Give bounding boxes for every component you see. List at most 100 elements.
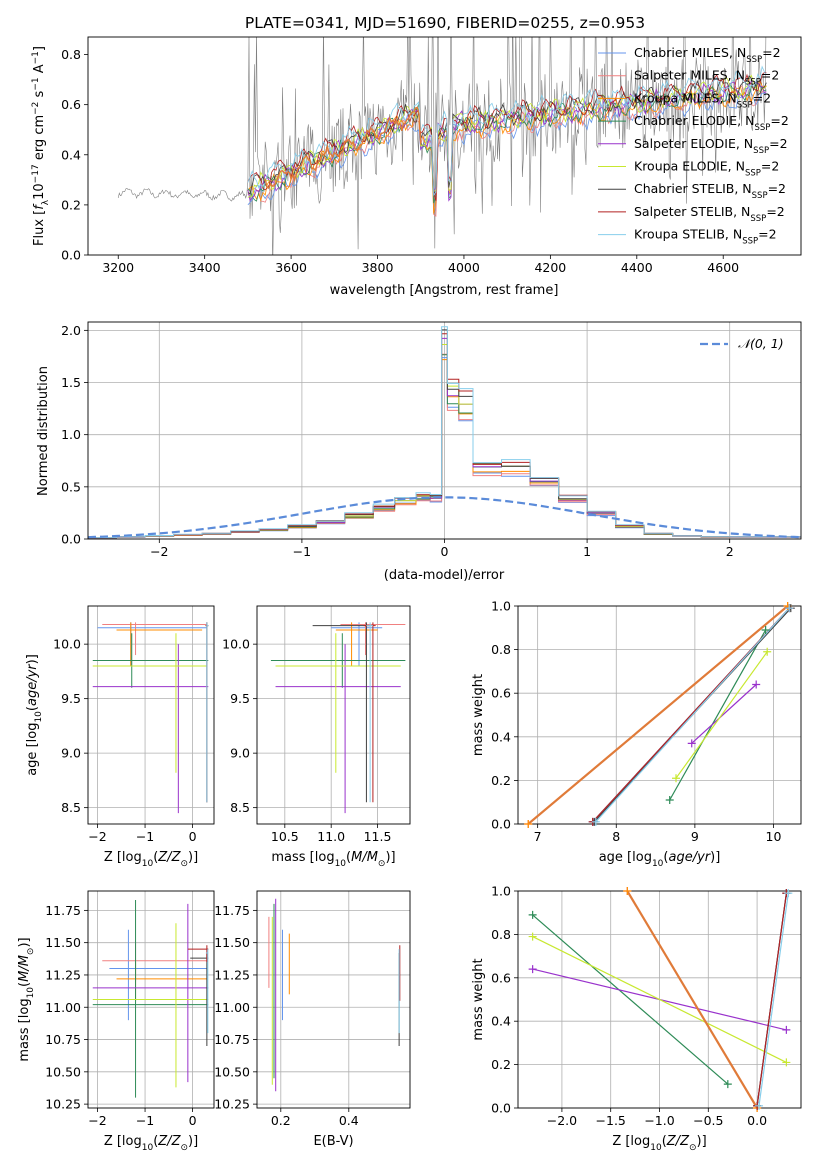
y-tick-label: 11.75 (214, 903, 250, 918)
weight-marker (524, 820, 533, 828)
spectrum-y-label-part: −17 (31, 164, 41, 183)
y-tick-label: 11.75 (45, 903, 81, 918)
spectrum-y-label-part: A (32, 64, 47, 77)
y-tick-label: 0.4 (491, 729, 511, 744)
weight-marker (723, 1080, 732, 1089)
z-mass-panel-plot (92, 900, 209, 1098)
x-tick-label: −2 (88, 1113, 106, 1128)
residual-panel-plot (88, 326, 801, 539)
mass-age-panel-x-label: mass [log10(M/M⊙)] (271, 850, 395, 869)
y-tick-label: 0.2 (61, 197, 81, 212)
z-age-panel-y-label-part: )] (25, 654, 40, 664)
legend-eq: =2 (769, 136, 787, 151)
legend-text: Salpeter STELIB, N (634, 204, 750, 219)
legend-text: Chabrier MILES, N (634, 45, 746, 60)
ebv-mass-panel: 0.2 0.4 10.25 10.50 10.75 11.00 11.25 11.50 11.7… (214, 890, 411, 1149)
weight-line-5 (532, 936, 787, 1063)
y-tick-label: 2.0 (61, 323, 81, 338)
spectrum-panel: 3200 3400 3600 3800 4000 4200 4400 4600 0.0 0.2 0.… (31, 36, 802, 298)
legend-sub: SSP (750, 214, 766, 224)
y-tick-label: 0.6 (61, 97, 81, 112)
z-age-panel-x-label: Z [log10(Z/Z⊙)] (104, 850, 198, 869)
z-age-panel-y-label-part: 10 (34, 711, 44, 723)
age-weight-panel-x-label-part: age/yr (668, 850, 711, 865)
spectrum-title: PLATE=0341, MJD=51690, FIBERID=0255, z=0… (245, 14, 645, 32)
weight-marker (752, 680, 761, 689)
legend-sub: SSP (746, 55, 762, 65)
y-tick-label: 9.5 (230, 691, 250, 706)
age-weight-panel-x-label: age [log10(age/yr)] (599, 850, 721, 869)
residual-panel-frame (87, 321, 802, 540)
x-tick-label: −2 (88, 829, 106, 844)
spectrum-y-label-part: ] (32, 46, 47, 51)
weight-line-3 (669, 629, 767, 801)
y-tick-label: 10.75 (214, 1032, 250, 1047)
z-age-panel-y-label-part: age/yr (25, 663, 40, 706)
x-tick-label: 0 (189, 829, 197, 844)
x-tick-label: 3400 (189, 260, 221, 275)
z-weight-panel-x-label-part: 10 (650, 1143, 662, 1153)
z-weight-panel-x-label-part: ( (662, 1134, 667, 1149)
error-bar-point (92, 633, 207, 773)
z-age-panel: −2 −1 08.59.09.510.0Z [log10(Z/Z⊙)]age [lo… (25, 605, 215, 869)
y-tick-label: 0.8 (491, 642, 511, 657)
legend-sub: SSP (745, 169, 761, 179)
residual-x-label: (data-model)/error (384, 568, 505, 583)
y-tick-label: 0.6 (491, 686, 511, 701)
legend-eq: =2 (770, 113, 788, 128)
z-age-panel-frame (87, 605, 215, 825)
weight-marker (782, 1058, 791, 1067)
weight-marker (591, 817, 600, 826)
y-tick-label: 1.0 (61, 427, 81, 442)
z-weight-panel-plot (532, 891, 789, 1108)
legend-sub: SSP (742, 237, 758, 247)
ebv-mass-panel-x-label: E(B-V) (313, 1134, 353, 1149)
spectrum-y-label-part: f (32, 203, 47, 210)
legend-label: Kroupa STELIB, NSSP=2 (634, 227, 777, 247)
y-tick-label: 10.25 (214, 1097, 250, 1112)
legend-label: Kroupa ELODIE, NSSP=2 (634, 159, 779, 179)
x-tick-label: −1 (136, 829, 154, 844)
legend-sub: SSP (754, 123, 770, 133)
legend-text: Kroupa STELIB, N (634, 227, 742, 242)
x-tick-label: 0.0 (747, 1113, 767, 1128)
x-tick-label: 0.2 (271, 1113, 291, 1128)
y-tick-label: 10.0 (222, 637, 250, 652)
error-bar-point (275, 633, 401, 773)
x-tick-label: 9 (691, 829, 699, 844)
weight-marker (782, 1025, 791, 1034)
legend-text: Chabrier ELODIE, N (634, 113, 754, 128)
x-tick-label: 8 (612, 829, 620, 844)
weight-line-4 (691, 684, 757, 744)
spectrum-y-label-part: Flux [ (32, 210, 47, 246)
mass-age-panel-x-label-part: ⊙ (378, 859, 386, 869)
x-tick-label: 11.0 (317, 829, 345, 844)
z-age-panel-grid (88, 606, 214, 824)
x-tick-label: 3600 (275, 260, 307, 275)
spectrum-y-label-part: −2 (31, 102, 41, 115)
legend-sub: SSP (737, 100, 753, 110)
mass-age-panel-plot (270, 622, 406, 814)
error-bar-point (206, 622, 209, 803)
z-age-panel-x-label-part: 10 (142, 859, 154, 869)
error-bar-point (92, 903, 209, 1083)
z-mass-panel-grid (88, 891, 214, 1108)
error-bar-point (275, 644, 401, 814)
error-bar-point (205, 949, 209, 1034)
z-mass-panel: −2 −1 0 10.25 10.50 10.75 11.00 11.25 11.50 11.75… (17, 890, 215, 1153)
z-mass-panel-y-label-part: mass [log (17, 998, 32, 1061)
weight-line-7 (756, 893, 787, 1106)
legend-text: Chabrier STELIB, N (634, 181, 752, 196)
legend-eq: =2 (761, 159, 779, 174)
z-age-panel-y-label-part: ( (25, 706, 40, 711)
z-mass-panel-x-label-part: 10 (142, 1143, 154, 1153)
weight-marker (672, 774, 681, 783)
z-mass-panel-x-label-part: ( (153, 1134, 158, 1149)
model-line-8 (247, 65, 767, 197)
y-tick-label: 10.50 (45, 1064, 81, 1079)
z-mass-panel-x-label-part: ⊙ (180, 1143, 188, 1153)
error-bar-point (92, 923, 209, 1088)
z-mass-panel-y-label-part: ( (17, 982, 32, 987)
z-mass-panel-y-label-part: ⊙ (26, 948, 36, 956)
